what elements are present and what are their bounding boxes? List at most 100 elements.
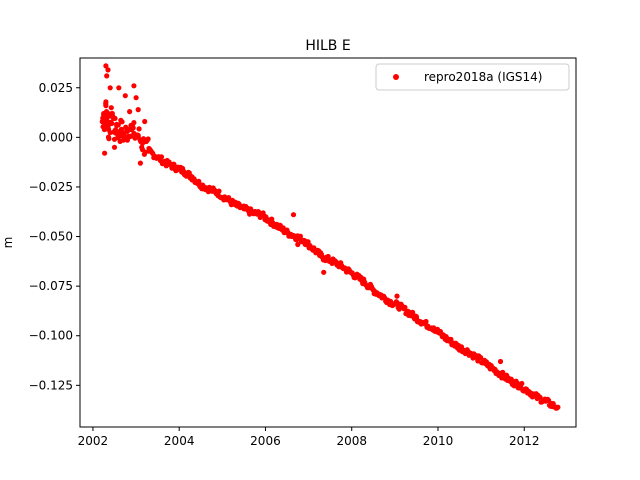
- data-point: [108, 105, 114, 111]
- data-point: [135, 132, 141, 138]
- data-point: [206, 186, 212, 192]
- data-point: [396, 303, 402, 309]
- data-point: [249, 210, 256, 216]
- data-point: [103, 99, 109, 105]
- y-tick-label: 0.025: [39, 81, 73, 95]
- data-point: [224, 196, 230, 202]
- data-points: [99, 63, 561, 411]
- data-point: [146, 148, 152, 154]
- data-point: [321, 269, 327, 275]
- y-tick-label: −0.075: [29, 279, 73, 293]
- x-tick-label: 2006: [250, 434, 281, 448]
- data-point: [103, 63, 109, 69]
- data-point: [555, 404, 561, 410]
- data-point: [267, 218, 273, 224]
- data-point: [127, 109, 133, 115]
- chart-title: HILB E: [305, 38, 350, 54]
- data-point: [336, 261, 342, 267]
- data-point: [105, 67, 111, 73]
- data-point: [104, 114, 110, 121]
- data-point: [137, 160, 143, 166]
- data-point: [280, 225, 286, 231]
- y-tick-label: 0.000: [39, 130, 73, 144]
- y-tick-label: −0.025: [29, 180, 73, 194]
- data-point: [109, 110, 115, 117]
- data-point: [106, 136, 112, 142]
- data-point: [131, 83, 137, 89]
- legend-box: [375, 63, 570, 91]
- x-tick-label: 2004: [164, 434, 195, 448]
- data-point: [155, 154, 161, 160]
- data-point: [215, 190, 221, 196]
- data-point: [543, 398, 549, 404]
- data-point: [118, 126, 124, 132]
- data-point: [107, 85, 113, 91]
- data-point: [439, 333, 445, 339]
- data-point: [549, 402, 555, 408]
- y-axis-label: m: [1, 237, 15, 249]
- data-point: [189, 174, 195, 180]
- data-point: [232, 202, 238, 208]
- data-point: [104, 73, 110, 79]
- data-point: [102, 122, 108, 129]
- data-point: [136, 126, 142, 132]
- data-point: [145, 136, 151, 142]
- data-point: [163, 160, 169, 166]
- x-tick-label: 2002: [78, 434, 109, 448]
- data-point: [491, 366, 497, 373]
- data-point: [103, 103, 109, 109]
- data-point: [387, 299, 394, 305]
- data-point: [497, 358, 504, 365]
- data-point: [133, 95, 139, 101]
- data-point: [111, 144, 118, 150]
- data-point: [142, 118, 148, 125]
- data-point: [474, 355, 480, 361]
- data-point: [325, 253, 331, 260]
- x-tick-label: 2010: [423, 434, 454, 448]
- data-point: [121, 132, 127, 138]
- data-point: [293, 233, 299, 240]
- y-tick-label: −0.125: [29, 378, 73, 392]
- data-point: [500, 372, 506, 378]
- data-point: [122, 93, 128, 99]
- data-point: [344, 267, 350, 273]
- data-point: [310, 245, 316, 252]
- data-point: [116, 85, 122, 91]
- data-point: [105, 126, 112, 132]
- data-point: [241, 206, 247, 212]
- data-point: [111, 128, 118, 134]
- data-point: [318, 253, 325, 259]
- data-point: [301, 237, 307, 244]
- data-point: [362, 279, 368, 285]
- data-point: [131, 130, 137, 136]
- data-point: [158, 154, 165, 160]
- data-point: [116, 130, 122, 136]
- legend-marker: [393, 74, 399, 80]
- data-point: [102, 150, 108, 156]
- legend-label: repro2018a (IGS14): [424, 70, 542, 84]
- y-tick-label: −0.050: [29, 230, 73, 244]
- axes-frame: [79, 57, 577, 428]
- data-point: [139, 140, 146, 146]
- data-point: [379, 293, 385, 299]
- data-point: [275, 224, 281, 230]
- data-point: [465, 349, 471, 355]
- data-point: [124, 128, 130, 134]
- data-point: [370, 287, 376, 293]
- data-point: [526, 388, 532, 394]
- data-point: [448, 339, 454, 345]
- data-point: [172, 164, 178, 170]
- data-point: [394, 293, 400, 299]
- x-axis-ticks: 2002 2004 2006 2008 2010 2012: [78, 427, 540, 448]
- data-point: [482, 360, 488, 367]
- data-point: [180, 168, 187, 174]
- data-point: [405, 309, 411, 315]
- data-point: [517, 382, 523, 388]
- data-point: [508, 378, 514, 384]
- data-point: [101, 110, 107, 117]
- data-point: [107, 120, 113, 127]
- data-point: [413, 315, 419, 321]
- data-point: [198, 182, 204, 188]
- data-point: [128, 122, 134, 129]
